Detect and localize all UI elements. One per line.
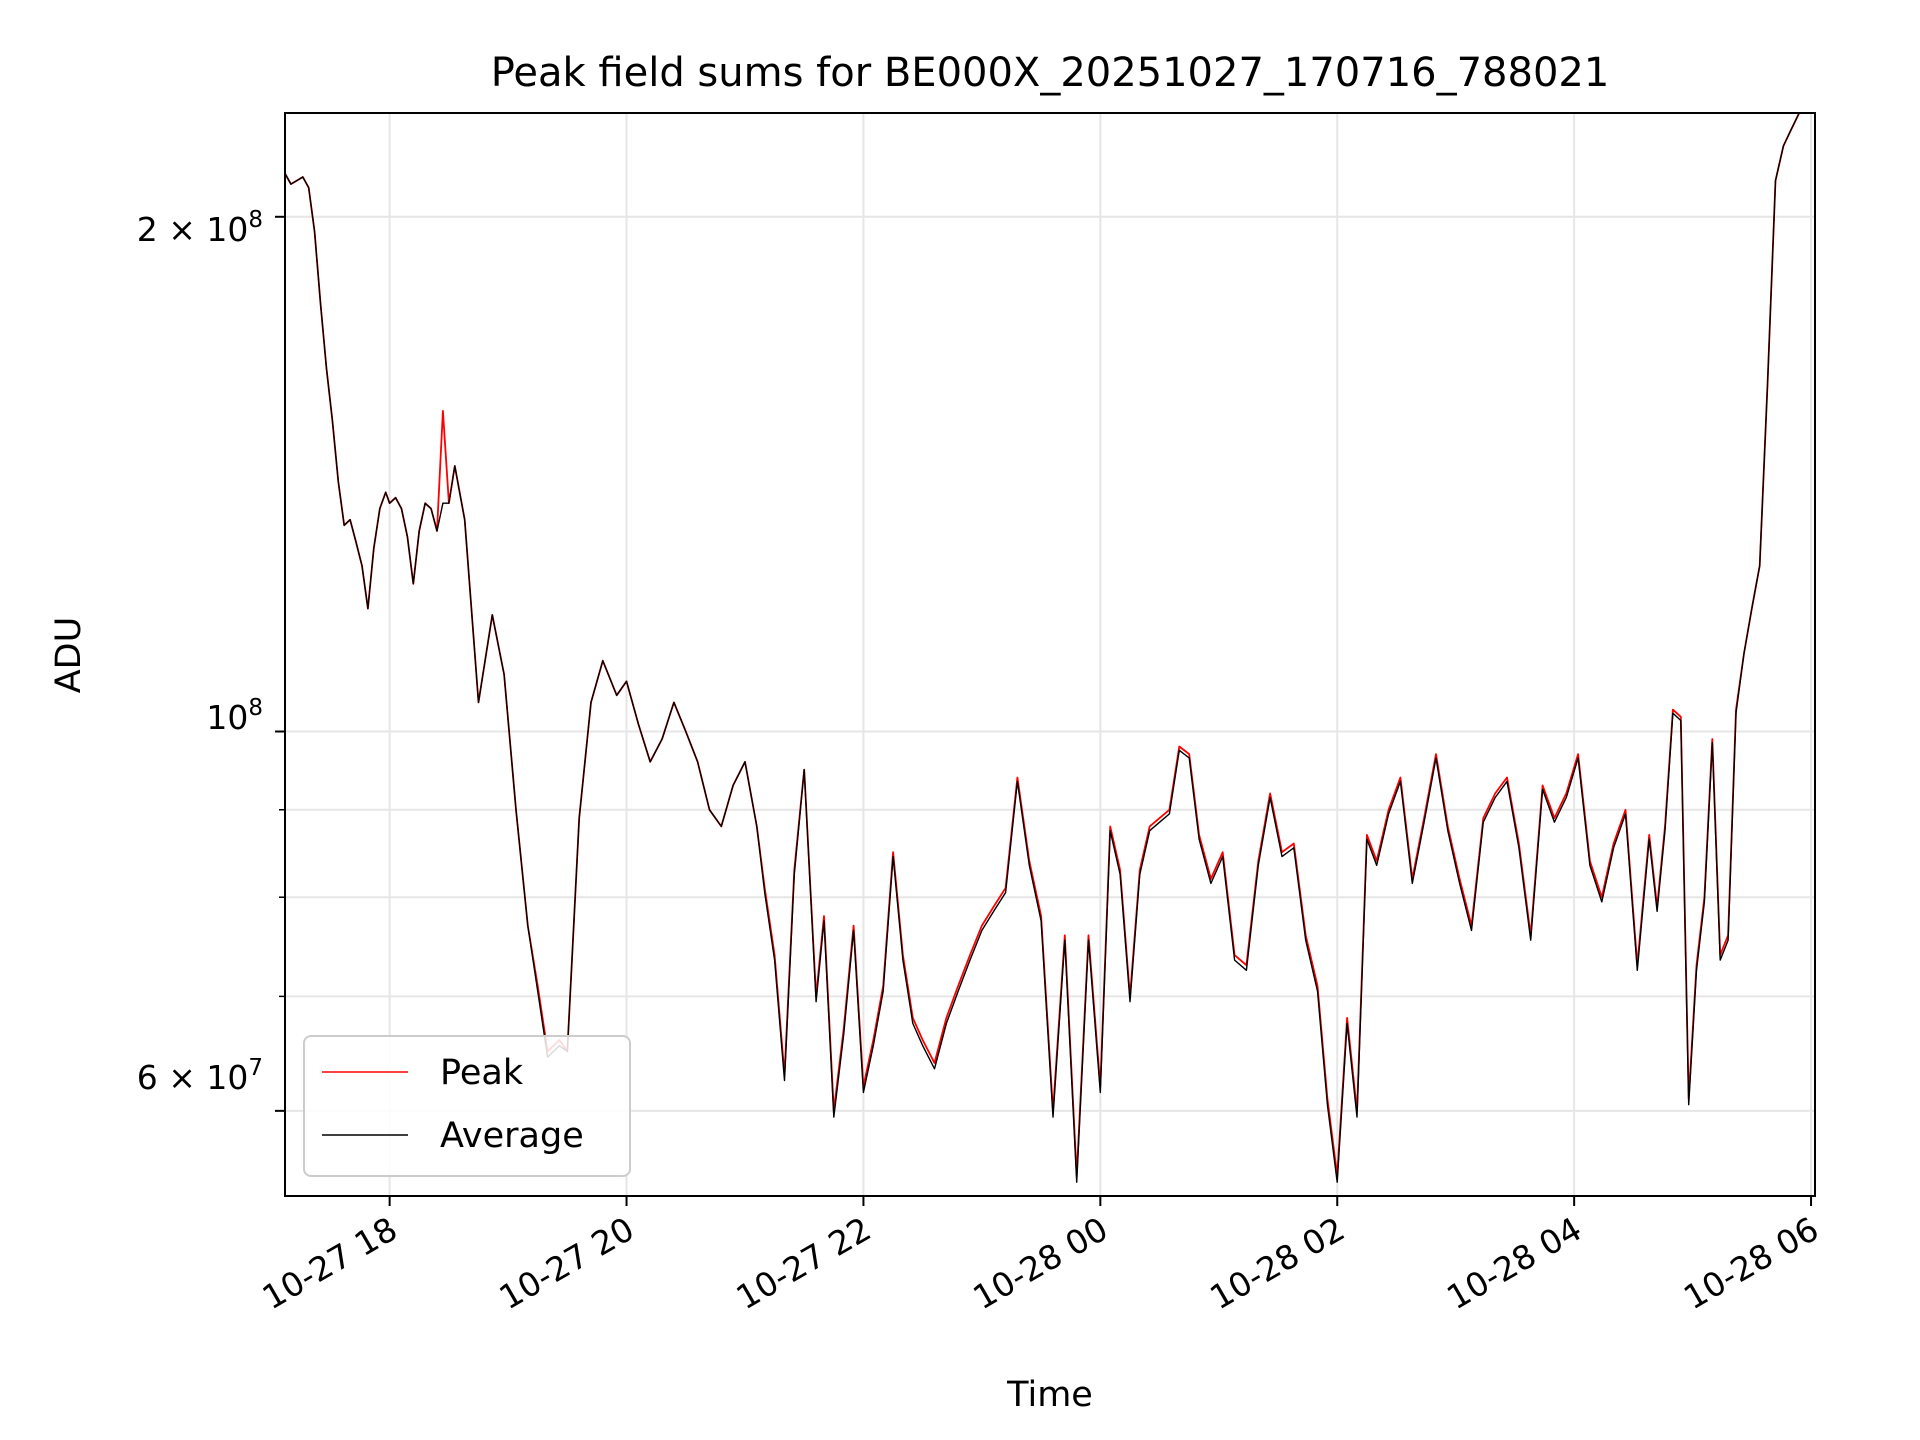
- legend-box: [303, 1035, 631, 1177]
- legend-label-peak: Peak: [440, 1053, 524, 1093]
- series-lines: [284, 112, 1801, 1183]
- legend: Peak Average: [303, 1035, 631, 1177]
- y-axis-label: ADU: [49, 617, 89, 694]
- x-axis-label: Time: [1006, 1375, 1093, 1415]
- chart-title: Peak field sums for BE000X_20251027_1707…: [491, 50, 1610, 96]
- legend-label-average: Average: [440, 1116, 584, 1156]
- series-line-average: [284, 112, 1800, 1183]
- plot-frame: [284, 112, 1816, 1197]
- y-tick-label-6e7: 6 × 107: [137, 1055, 263, 1097]
- y-tick-label-2e8: 2 × 108: [137, 207, 263, 249]
